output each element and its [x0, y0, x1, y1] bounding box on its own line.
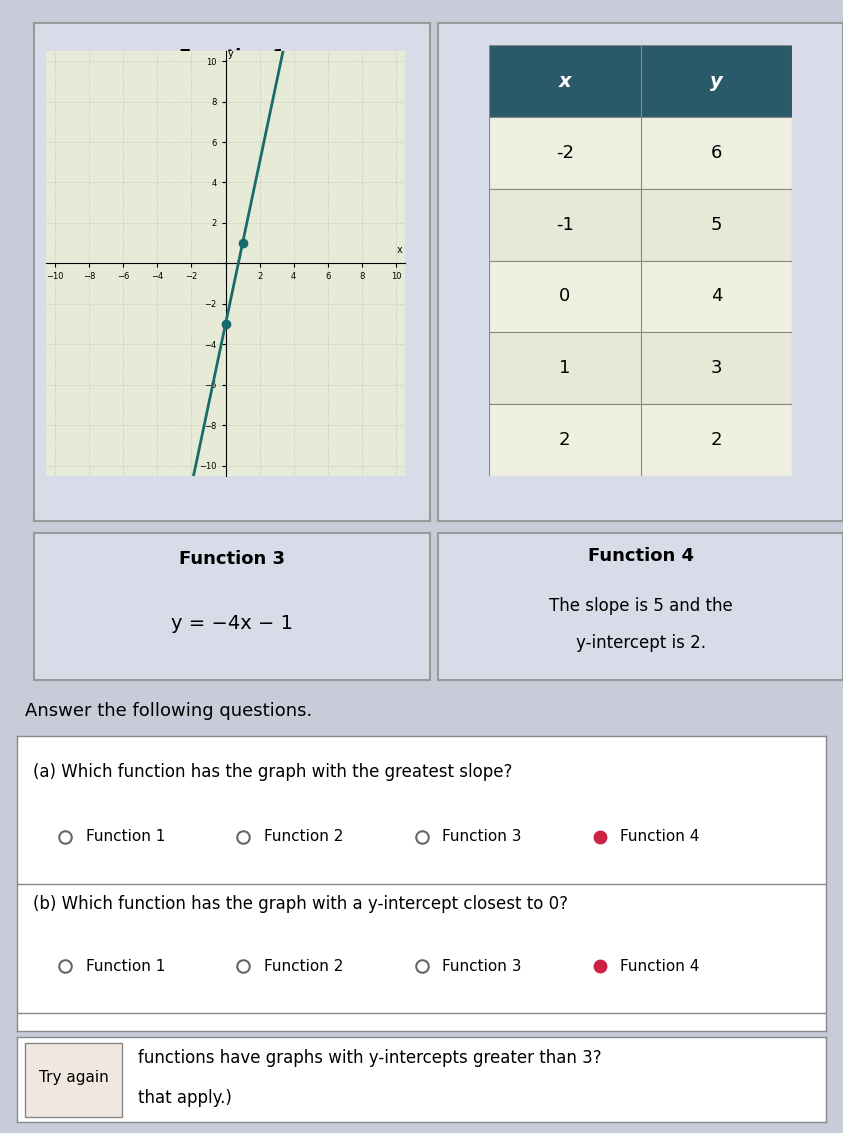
Text: y: y: [228, 49, 234, 59]
Text: -2: -2: [556, 144, 574, 162]
Text: Function 3: Function 3: [442, 829, 521, 844]
Text: Function 1: Function 1: [86, 959, 165, 973]
Text: Function 3: Function 3: [442, 959, 521, 973]
Bar: [489, 189, 792, 261]
Text: Function 4: Function 4: [620, 959, 699, 973]
Text: (a) Which function has the graph with the greatest slope?: (a) Which function has the graph with th…: [33, 763, 513, 781]
Text: -1: -1: [556, 215, 574, 233]
Text: 6: 6: [711, 144, 722, 162]
Bar: [489, 404, 792, 476]
Bar: [489, 332, 792, 404]
Text: Function 3: Function 3: [179, 551, 285, 568]
Text: Function 4: Function 4: [620, 829, 699, 844]
Text: Function 2: Function 2: [264, 829, 343, 844]
Text: Function 2: Function 2: [264, 959, 343, 973]
Text: (b) Which function has the graph with a y-intercept closest to 0?: (b) Which function has the graph with a …: [33, 895, 568, 913]
Bar: [489, 117, 792, 189]
Text: Function 2: Function 2: [588, 48, 694, 66]
Text: y: y: [710, 71, 723, 91]
Text: Answer the following questions.: Answer the following questions.: [25, 702, 312, 719]
Bar: [25, 1042, 122, 1117]
Text: y = −4x − 1: y = −4x − 1: [171, 614, 293, 633]
Text: 1: 1: [559, 359, 571, 377]
Bar: [489, 45, 792, 117]
Text: Function 4: Function 4: [588, 547, 694, 565]
Text: Function 1: Function 1: [179, 48, 285, 66]
Text: 3: 3: [711, 359, 722, 377]
Text: 0: 0: [559, 288, 571, 306]
Text: x: x: [397, 246, 402, 255]
Bar: [489, 261, 792, 332]
Text: x: x: [559, 71, 571, 91]
Text: 4: 4: [711, 288, 722, 306]
Text: functions have graphs with y-intercepts greater than 3?: functions have graphs with y-intercepts …: [138, 1049, 602, 1067]
Text: Try again: Try again: [39, 1070, 109, 1085]
Text: y-intercept is 2.: y-intercept is 2.: [576, 634, 706, 651]
Text: 2: 2: [559, 431, 571, 449]
Text: The slope is 5 and the: The slope is 5 and the: [549, 597, 733, 615]
Text: Function 1: Function 1: [86, 829, 165, 844]
Text: that apply.): that apply.): [138, 1089, 232, 1107]
Text: 2: 2: [711, 431, 722, 449]
Text: 5: 5: [711, 215, 722, 233]
